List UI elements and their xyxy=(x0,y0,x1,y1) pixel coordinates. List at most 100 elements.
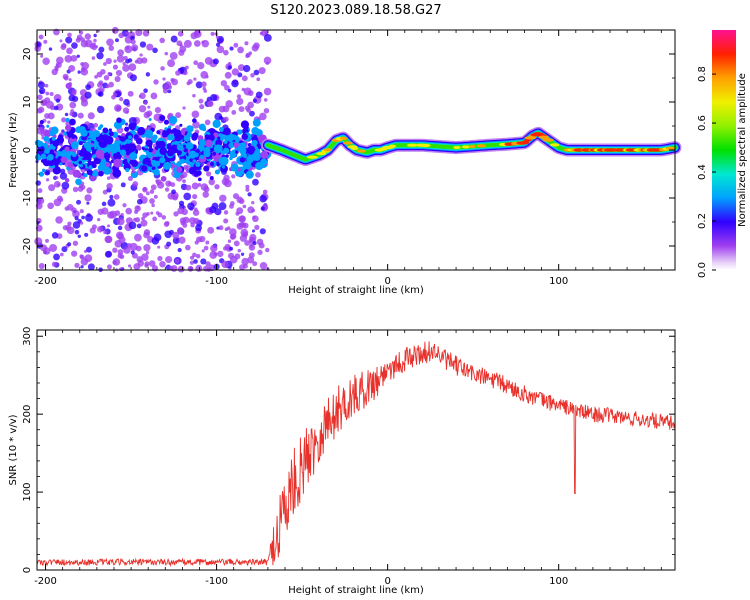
spectrogram-speckle xyxy=(149,198,155,204)
spectrogram-speckle xyxy=(185,244,191,251)
figure-title: S120.2023.089.18.58.G27 xyxy=(270,3,441,18)
spectrogram-speckle xyxy=(67,242,72,247)
spectrogram-y-tick-label: -10 xyxy=(22,190,33,206)
spectrogram-speckle xyxy=(221,260,229,269)
spectrogram-speckle xyxy=(216,226,220,230)
spectrogram-speckle xyxy=(245,52,251,58)
spectrogram-y-tick-label: 20 xyxy=(22,48,33,61)
spectrogram-ridge-peak xyxy=(356,149,366,153)
spectrogram-speckle xyxy=(87,263,95,271)
spectrogram-speckle xyxy=(122,203,127,208)
spectrogram-speckle xyxy=(136,223,142,229)
snr-frame xyxy=(36,329,676,571)
spectrogram-speckle xyxy=(79,209,84,214)
spectrogram-speckle xyxy=(207,100,214,107)
snr-plot-area xyxy=(37,330,675,570)
spectrogram-speckle xyxy=(265,61,270,65)
spectrogram-speckle xyxy=(233,42,239,48)
spectrogram-noise-blob xyxy=(169,116,178,125)
spectrogram-noise-blob xyxy=(129,152,138,160)
spectrogram-noise-blob xyxy=(162,132,167,138)
spectrogram-speckle xyxy=(159,37,165,44)
spectrogram-noise-blob xyxy=(169,163,175,168)
spectrogram-noise-blob xyxy=(256,143,261,148)
snr-y-tick-label: 300 xyxy=(22,327,33,346)
spectrogram-noise-blob xyxy=(173,172,180,179)
spectrogram-noise-blob xyxy=(93,130,101,138)
spectrogram-speckle xyxy=(125,207,133,215)
spectrogram-speckle xyxy=(97,217,101,222)
spectrogram-noise-blob xyxy=(66,131,70,135)
spectrogram-speckle xyxy=(189,260,195,265)
spectrogram-speckle xyxy=(115,38,119,43)
spectrogram-speckle xyxy=(40,54,44,58)
spectrogram-y-ticks: -20 -10 0 10 20 xyxy=(22,29,675,271)
spectrogram-speckle xyxy=(123,55,128,61)
spectrogram-speckle xyxy=(62,225,68,231)
spectrogram-speckle xyxy=(223,116,229,122)
spectrogram-noise-blob xyxy=(98,170,104,177)
spectrogram-speckle xyxy=(263,87,272,96)
spectrogram-noise-blob xyxy=(79,150,87,157)
spectrogram-speckle xyxy=(59,39,63,43)
spectrogram-speckle xyxy=(237,248,242,253)
spectrogram-speckle xyxy=(44,97,51,104)
spectrogram-speckle xyxy=(200,258,207,265)
spectrogram-speckle xyxy=(231,174,236,179)
spectrogram-speckle xyxy=(201,39,210,48)
spectrogram-ridge-peak xyxy=(461,145,470,149)
spectrogram-speckle xyxy=(96,105,105,114)
spectrogram-speckle xyxy=(107,211,115,219)
spectrogram-y-tick-label: 10 xyxy=(22,96,33,109)
spectrogram-speckle xyxy=(193,217,200,225)
spectrogram-speckle xyxy=(171,189,176,195)
spectrogram-speckle xyxy=(103,75,110,81)
spectrogram-speckle xyxy=(210,93,218,102)
spectrogram-speckle xyxy=(202,191,209,198)
spectrogram-y-tick-label: 0 xyxy=(22,147,33,153)
spectrogram-speckle xyxy=(182,106,186,110)
spectrogram-noise-blob xyxy=(203,165,210,172)
colorbar-gradient xyxy=(712,30,736,270)
spectrogram-noise-blob xyxy=(40,159,45,163)
spectrogram-speckle xyxy=(134,60,139,64)
spectrogram-speckle xyxy=(253,42,260,49)
spectrogram-noise-blob xyxy=(144,129,154,139)
spectrogram-speckle xyxy=(238,222,244,228)
spectrogram-noise-blob xyxy=(93,157,101,165)
spectrogram-noise-blob xyxy=(135,137,143,145)
spectrogram-noise-blob xyxy=(131,170,135,174)
spectrogram-speckle xyxy=(255,91,263,99)
spectrogram-speckle xyxy=(145,191,150,196)
spectrogram-speckle xyxy=(241,75,248,82)
spectrogram-speckle xyxy=(103,62,107,66)
spectrogram-speckle xyxy=(81,215,85,220)
spectrogram-speckle xyxy=(241,257,249,266)
spectrogram-noise-blob xyxy=(230,164,236,170)
spectrogram-speckle xyxy=(108,45,115,51)
spectrogram-noise-blob xyxy=(237,129,243,135)
spectrogram-speckle xyxy=(127,176,133,182)
spectrogram-speckle xyxy=(132,181,139,187)
spectrogram-speckle xyxy=(243,263,248,269)
spectrogram-speckle xyxy=(136,205,140,210)
spectrogram-speckle xyxy=(55,176,59,180)
spectrogram-noise-blob xyxy=(198,144,205,151)
spectrogram-noise-blob xyxy=(233,142,239,148)
spectrogram-speckle xyxy=(170,35,178,43)
spectrogram-speckle xyxy=(66,47,73,55)
spectrogram-speckle xyxy=(195,264,203,272)
spectrogram-noise-blob xyxy=(195,161,201,168)
spectrogram-speckle xyxy=(150,211,154,215)
spectrogram-speckle xyxy=(227,239,232,244)
spectrogram-speckle xyxy=(45,238,49,243)
spectrogram-noise-blob xyxy=(148,118,152,122)
spectrogram-speckle xyxy=(173,211,179,217)
spectrogram-speckle xyxy=(192,94,196,98)
spectrogram-speckle xyxy=(201,81,207,88)
spectrogram-speckle xyxy=(203,245,209,251)
colorbar-ticks: 0.0 0.2 0.4 0.6 0.8 xyxy=(697,66,716,278)
spectrogram-speckle xyxy=(114,76,121,83)
spectrogram-speckle xyxy=(218,202,227,211)
spectrogram-speckle xyxy=(249,110,255,117)
